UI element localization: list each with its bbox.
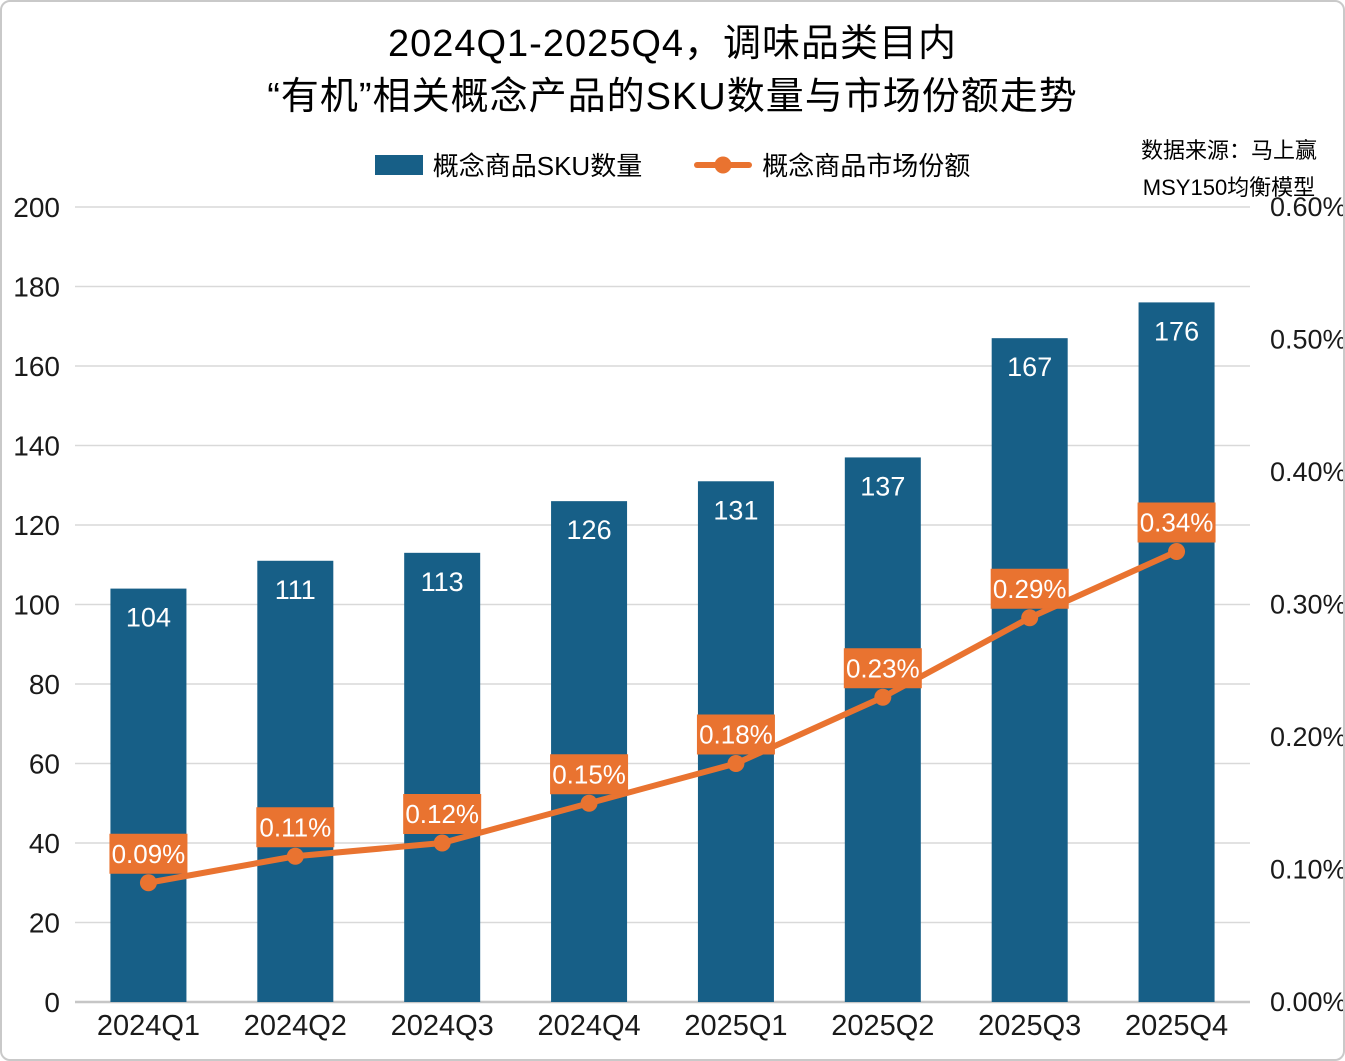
bar-value-label: 176 [1154, 316, 1199, 346]
share-label: 0.18% [699, 720, 773, 750]
right-axis-tick-label: 0.20% [1270, 722, 1345, 752]
left-axis-tick-label: 200 [13, 192, 60, 223]
share-point [580, 794, 598, 812]
share-label-box [990, 568, 1069, 609]
x-axis-label: 2024Q1 [97, 1010, 200, 1042]
bar [844, 457, 921, 1002]
share-label: 0.29% [993, 574, 1067, 604]
share-label: 0.11% [259, 812, 331, 842]
right-axis-tick-label: 0.10% [1270, 855, 1345, 885]
bar [257, 560, 334, 1002]
left-axis-tick-label: 0 [44, 987, 60, 1018]
bar-value-label: 126 [567, 515, 612, 545]
bar-value-label: 113 [421, 567, 464, 597]
legend-bar-swatch-icon [374, 154, 423, 175]
left-axis-tick-label: 20 [29, 908, 60, 939]
bar [404, 552, 481, 1002]
share-point [727, 755, 745, 772]
left-axis-tick-label: 100 [13, 590, 60, 621]
chart-title: 2024Q1-2025Q4，调味品类目内 “有机”相关概念产品的SKU数量与市场… [2, 18, 1343, 124]
share-label: 0.09% [112, 839, 186, 869]
x-axis-label: 2025Q2 [831, 1010, 934, 1042]
share-label: 0.12% [405, 799, 479, 829]
x-axis-label: 2024Q4 [537, 1010, 640, 1042]
left-axis-tick-label: 180 [13, 272, 60, 303]
share-line [145, 548, 1180, 886]
share-label-box [843, 648, 922, 689]
left-axis-tick-label: 60 [29, 749, 60, 780]
legend-line-dot [714, 156, 732, 173]
share-point [286, 847, 304, 865]
x-axis-label: 2025Q3 [978, 1010, 1081, 1042]
bar-value-label: 111 [275, 575, 316, 605]
chart-title-line1: 2024Q1-2025Q4，调味品类目内 [387, 23, 958, 65]
source-note-line1: 数据来源：马上赢 [1140, 138, 1317, 163]
legend-line-dot-swatch-icon [694, 156, 753, 173]
left-axis-tick-label: 140 [13, 431, 60, 462]
x-axis-label: 2024Q3 [391, 1010, 494, 1042]
share-label: 0.23% [846, 653, 920, 683]
share-label-box [403, 794, 482, 834]
right-axis-tick-label: 0.50% [1270, 325, 1345, 355]
share-point [1021, 609, 1039, 627]
share-label-box [109, 833, 188, 874]
bar-value-label: 131 [713, 495, 758, 525]
legend-share-label: 概念商品市场份额 [762, 151, 971, 181]
bar-value-label: 137 [860, 471, 905, 501]
bar [991, 338, 1068, 1002]
right-axis-tick-label: 0.60% [1270, 192, 1345, 222]
left-axis-tick-label: 160 [13, 351, 60, 382]
x-axis-label: 2024Q2 [244, 1010, 347, 1042]
left-axis-tick-label: 120 [13, 510, 60, 541]
share-point [874, 688, 892, 706]
bar [551, 501, 628, 1002]
share-label-box [696, 714, 775, 755]
share-label-box [256, 807, 335, 848]
share-point [1168, 543, 1186, 560]
share-label: 0.15% [552, 759, 626, 789]
bar-value-label: 167 [1007, 352, 1052, 382]
x-axis-label: 2025Q4 [1125, 1010, 1228, 1042]
left-axis-tick-label: 40 [29, 828, 60, 859]
legend-item-share: 概念商品市场份额 [694, 146, 970, 183]
share-point [433, 834, 451, 852]
x-axis-label: 2025Q1 [684, 1010, 787, 1042]
right-axis-tick-label: 0.30% [1270, 590, 1345, 620]
left-axis-tick-label: 80 [29, 669, 60, 700]
right-axis-tick-label: 0.40% [1270, 457, 1345, 487]
bar [110, 588, 187, 1002]
share-point [139, 874, 157, 892]
legend: 概念商品SKU数量 概念商品市场份额 [2, 146, 1343, 183]
legend-item-sku: 概念商品SKU数量 [374, 146, 643, 183]
chart-title-line2: “有机”相关概念产品的SKU数量与市场份额走势 [267, 76, 1078, 118]
source-note: 数据来源：马上赢 MSY150均衡模型 [1141, 132, 1317, 206]
share-label-box [1137, 502, 1216, 543]
source-note-line2: MSY150均衡模型 [1142, 175, 1316, 200]
legend-sku-label: 概念商品SKU数量 [432, 151, 643, 181]
right-axis-tick-label: 0.00% [1270, 987, 1345, 1017]
share-label-box [550, 754, 629, 795]
bar-value-label: 104 [126, 603, 171, 633]
bar [1138, 302, 1215, 1002]
share-label: 0.34% [1140, 508, 1214, 538]
